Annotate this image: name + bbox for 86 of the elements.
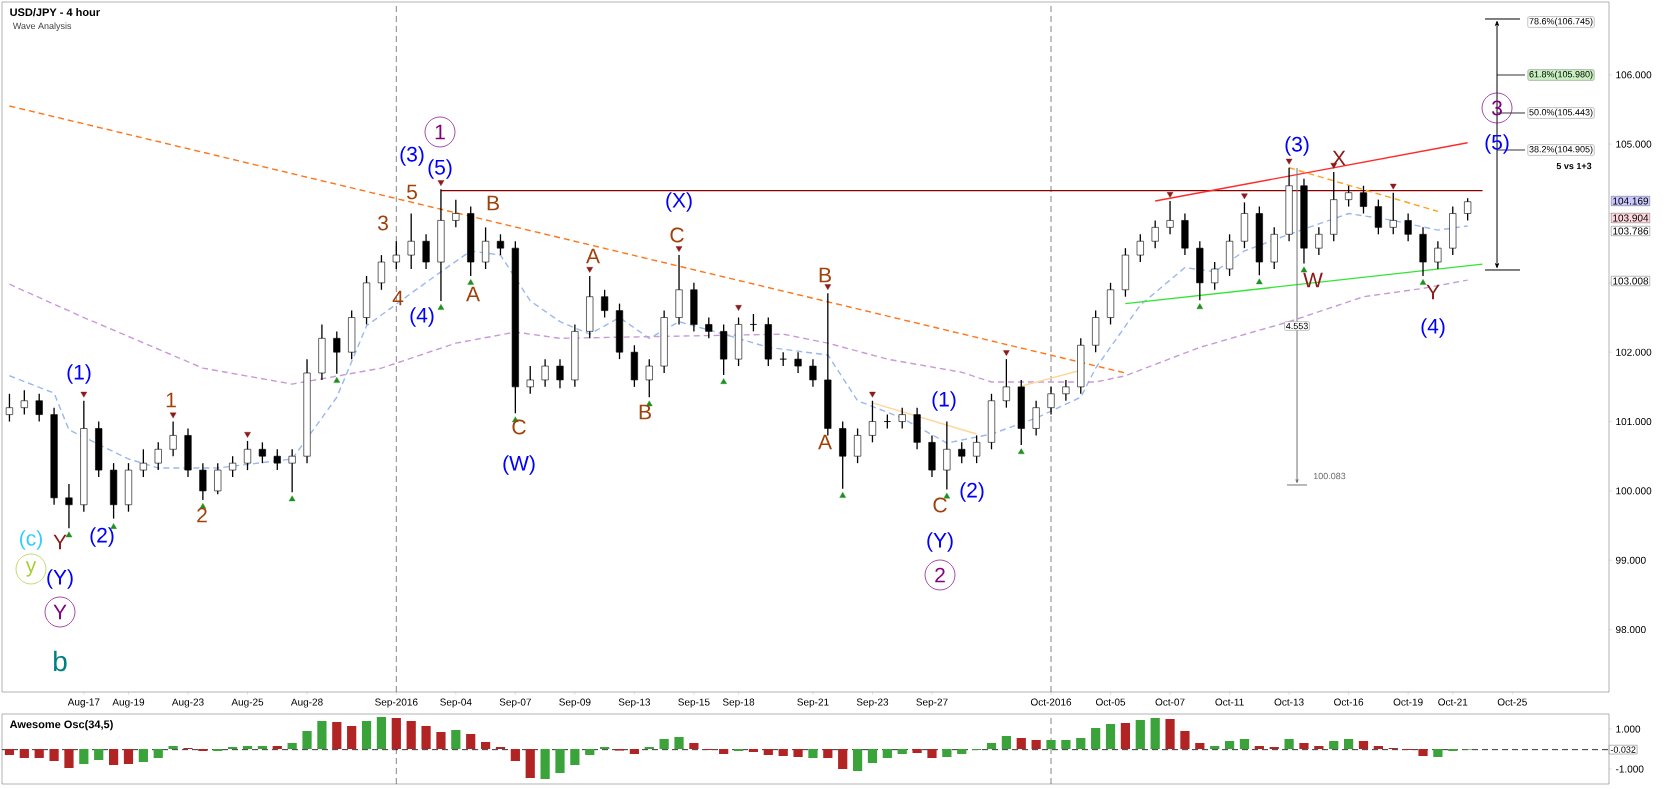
annotation: (4): [410, 307, 434, 327]
annotation: 5 vs 1+3: [1556, 162, 1592, 170]
x-tick-label: Oct-16: [1334, 698, 1364, 706]
annotation: Y: [53, 604, 67, 620]
annotation: X: [1332, 150, 1346, 166]
y-tick-label: 102.000: [1616, 348, 1652, 356]
annotation: B: [819, 267, 831, 283]
x-tick-label: Sep-15: [678, 698, 710, 708]
annotation: 100.083: [1313, 472, 1346, 480]
annotation: 50.0%(105.443): [1529, 108, 1593, 118]
annotation: 3: [1491, 100, 1502, 116]
annotation: (2): [960, 482, 984, 502]
annotation: (3): [400, 146, 424, 166]
annotation: B: [639, 404, 651, 420]
x-tick-label: Oct-13: [1274, 698, 1304, 706]
annotation: 5: [407, 184, 417, 200]
annotation: (1): [67, 364, 91, 384]
y-tick-label: 98.000: [1616, 626, 1646, 634]
annotation: 4.553: [1285, 322, 1308, 330]
text: 103.008: [1613, 277, 1649, 285]
annotation: 3: [377, 215, 388, 231]
x-tick-label: Sep-27: [916, 698, 948, 708]
annotation: (c): [20, 530, 42, 550]
annotation: 4: [392, 290, 404, 306]
x-tick-label: Sep-2016: [375, 698, 418, 708]
x-tick-label: Sep-04: [440, 698, 472, 708]
y-tick-label: 101.000: [1616, 418, 1652, 426]
annotation: (4): [1421, 318, 1445, 338]
annotation: (Y): [927, 532, 953, 552]
annotation: (X): [666, 192, 692, 212]
y-tick-label: 106.000: [1616, 71, 1652, 79]
text: 103.786: [1613, 227, 1649, 235]
x-tick-label: Sep-13: [618, 698, 651, 708]
annotation: 1: [166, 392, 176, 408]
annotation: 78.6%(106.745): [1529, 17, 1593, 27]
x-tick-label: Oct-07: [1155, 698, 1185, 706]
x-tick-label: Sep-21: [797, 698, 829, 708]
x-tick-label: Aug-19: [112, 698, 145, 708]
annotation: (5): [1485, 134, 1509, 154]
x-tick-label: Aug-25: [231, 698, 264, 708]
x-tick-label: Sep-23: [856, 698, 889, 708]
chart-title: USD/JPY - 4 hour: [10, 8, 100, 17]
annotation: 1: [435, 124, 445, 140]
x-tick-label: Oct-19: [1393, 698, 1423, 706]
x-tick-label: Aug-23: [171, 698, 204, 708]
annotation: b: [54, 650, 67, 672]
ref-line-label: -0.032: [1610, 746, 1636, 753]
annotation: (5): [428, 159, 452, 179]
annotation: C: [512, 419, 526, 435]
x-tick-label: Aug-28: [290, 698, 323, 708]
text: Awesome Osc(34,5): [9, 720, 113, 731]
x-tick-label: Sep-07: [499, 698, 531, 708]
x-tick-label: Oct-11: [1215, 698, 1244, 706]
annotation: Y: [53, 534, 67, 550]
text: Wave Analysis: [12, 22, 72, 31]
annotation: A: [466, 286, 480, 302]
annotation: B: [487, 195, 499, 211]
y-tick-label: 99.000: [1616, 556, 1646, 564]
x-tick-label: Oct-21: [1438, 698, 1468, 706]
x-tick-label: Oct-05: [1096, 698, 1126, 706]
annotation: 2: [935, 567, 945, 583]
annotation: Y: [1426, 284, 1440, 300]
annotation: A: [586, 248, 600, 264]
annotation: A: [818, 434, 832, 450]
annotation: y: [25, 561, 37, 577]
annotation: (3): [1285, 136, 1309, 156]
x-tick-label: Sep-18: [722, 698, 755, 708]
annotation: C: [933, 497, 947, 513]
annotation: (2): [90, 527, 114, 547]
annotation: (Y): [47, 569, 73, 589]
annotation: C: [670, 227, 684, 243]
x-tick-label: Aug-17: [67, 698, 100, 708]
x-tick-label: Oct-25: [1497, 698, 1527, 706]
text: 104.169: [1613, 197, 1649, 205]
text: 103.904: [1613, 214, 1649, 222]
x-tick-label: Sep-09: [559, 698, 591, 708]
y-tick-label: -1.000: [1615, 765, 1644, 773]
annotation: 2: [197, 507, 207, 523]
y-tick-label: 105.000: [1616, 140, 1652, 148]
y-tick-label: 100.000: [1616, 487, 1652, 495]
y-tick-label: 1.000: [1616, 725, 1641, 733]
annotation: (W): [503, 455, 535, 475]
annotation: (1): [932, 391, 956, 411]
annotation: 38.2%(104.905): [1529, 145, 1593, 155]
x-tick-label: Oct-2016: [1030, 698, 1072, 706]
annotation: 61.8%(105.980): [1529, 70, 1593, 80]
